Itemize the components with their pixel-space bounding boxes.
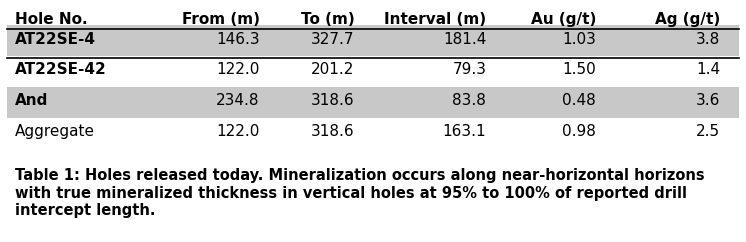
Text: 83.8: 83.8 bbox=[452, 93, 486, 108]
Text: 163.1: 163.1 bbox=[442, 124, 486, 139]
Text: Table 1: Holes released today. Mineralization occurs along near-horizontal horiz: Table 1: Holes released today. Mineraliz… bbox=[15, 168, 704, 218]
Text: 234.8: 234.8 bbox=[216, 93, 260, 108]
Text: 327.7: 327.7 bbox=[311, 31, 355, 46]
Bar bbox=[7, 25, 739, 56]
Text: To (m): To (m) bbox=[301, 12, 355, 27]
Text: 2.5: 2.5 bbox=[696, 124, 720, 139]
Text: 181.4: 181.4 bbox=[443, 31, 486, 46]
Text: 1.4: 1.4 bbox=[696, 62, 720, 77]
Text: Hole No.: Hole No. bbox=[15, 12, 87, 27]
Text: Au (g/t): Au (g/t) bbox=[530, 12, 596, 27]
Text: 3.6: 3.6 bbox=[696, 93, 720, 108]
Text: 122.0: 122.0 bbox=[216, 124, 260, 139]
Text: Interval (m): Interval (m) bbox=[384, 12, 486, 27]
Bar bbox=[7, 87, 739, 118]
Text: 1.50: 1.50 bbox=[562, 62, 596, 77]
Text: 3.8: 3.8 bbox=[696, 31, 720, 46]
Text: 0.98: 0.98 bbox=[562, 124, 596, 139]
Text: 318.6: 318.6 bbox=[311, 124, 355, 139]
Text: 0.48: 0.48 bbox=[562, 93, 596, 108]
Text: 318.6: 318.6 bbox=[311, 93, 355, 108]
Text: AT22SE-42: AT22SE-42 bbox=[15, 62, 107, 77]
Text: Aggregate: Aggregate bbox=[15, 124, 95, 139]
Text: And: And bbox=[15, 93, 48, 108]
Text: Ag (g/t): Ag (g/t) bbox=[655, 12, 720, 27]
Text: From (m): From (m) bbox=[182, 12, 260, 27]
Text: 79.3: 79.3 bbox=[452, 62, 486, 77]
Text: 1.03: 1.03 bbox=[562, 31, 596, 46]
Text: 201.2: 201.2 bbox=[311, 62, 355, 77]
Text: 146.3: 146.3 bbox=[216, 31, 260, 46]
Text: AT22SE-4: AT22SE-4 bbox=[15, 31, 95, 46]
Text: 122.0: 122.0 bbox=[216, 62, 260, 77]
